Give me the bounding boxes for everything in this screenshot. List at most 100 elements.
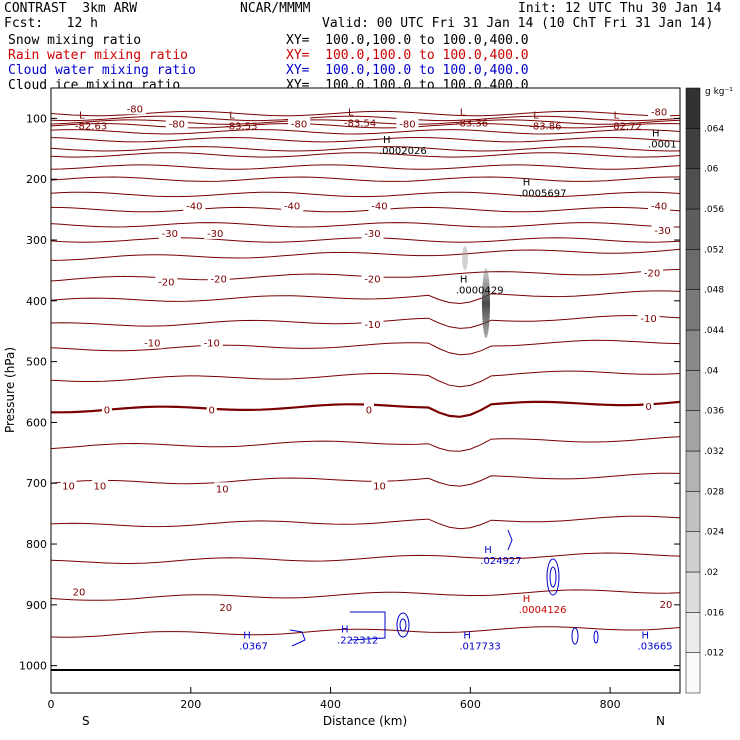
isotherm-line bbox=[50, 146, 681, 152]
cloud-water-contour bbox=[399, 618, 407, 632]
temperature-labels: -80 -80 -80 -80 -80 -40 -40 -40 -40 -30 -30 -30 -30 -… bbox=[60, 102, 675, 614]
colorbar-label: .056 bbox=[704, 205, 724, 215]
temperature-label-bg bbox=[363, 403, 374, 416]
isotherm-line bbox=[50, 191, 681, 198]
temperature-label-bg bbox=[651, 223, 674, 236]
colorbar-label: .016 bbox=[704, 608, 724, 618]
temperature-label: 0 bbox=[366, 405, 372, 416]
colorbar: .012 .016 .02 .024 .028 .032 .036 .04 .044 .048 .0… bbox=[685, 87, 724, 694]
extremum-value: .0367 bbox=[239, 641, 268, 652]
temperature-label-bg bbox=[396, 117, 419, 130]
endpoint-left: S bbox=[82, 714, 90, 728]
isotherm-line bbox=[50, 515, 681, 530]
temperature-label: -30 bbox=[654, 226, 670, 237]
extremum-mark: H bbox=[341, 624, 349, 635]
temperature-label-bg bbox=[200, 336, 223, 349]
temperature-label: 20 bbox=[73, 588, 86, 599]
extremum-mark: L bbox=[614, 110, 620, 121]
colorbar-label: .024 bbox=[704, 528, 724, 538]
extremum-value: -82.72 bbox=[610, 121, 642, 132]
extremum-value: .017733 bbox=[459, 641, 500, 652]
extremum-value: .222312 bbox=[337, 635, 378, 646]
temperature-label: -80 bbox=[127, 104, 143, 115]
y-tick-label: 400 bbox=[26, 295, 47, 308]
cloud-water-contours bbox=[289, 529, 599, 647]
isotherm-line bbox=[50, 248, 681, 261]
temperature-label-bg bbox=[361, 318, 384, 331]
temperature-label: 10 bbox=[216, 484, 229, 495]
temperature-label: -10 bbox=[144, 338, 160, 349]
colorbar-label: .052 bbox=[704, 245, 724, 255]
init-time: Init: 12 UTC Thu 30 Jan 14 bbox=[518, 1, 722, 16]
isotherm-line bbox=[50, 136, 681, 143]
temperature-label-bg bbox=[368, 199, 391, 212]
extremum-value: .0002026 bbox=[379, 146, 427, 157]
cloud-water-contour bbox=[546, 558, 560, 596]
temperature-label-bg bbox=[361, 272, 384, 285]
field-cloudwater-xy: XY= 100.0,100.0 to 100.0,400.0 bbox=[286, 63, 529, 78]
cloud-water-contour bbox=[549, 566, 557, 588]
x-tick-label: 0 bbox=[48, 698, 55, 711]
x-tick-label: 400 bbox=[320, 698, 341, 711]
y-axis-label: Pressure (hPa) bbox=[3, 347, 17, 433]
extremum-value: .0001 bbox=[648, 140, 677, 151]
temperature-label-bg bbox=[123, 102, 146, 115]
colorbar-label: .064 bbox=[704, 124, 724, 134]
temperature-label: -80 bbox=[651, 107, 667, 118]
colorbar-label: .048 bbox=[704, 286, 724, 296]
isotherm-line bbox=[50, 339, 681, 356]
extremum-value: -83.53 bbox=[225, 121, 257, 132]
temperature-label-bg bbox=[648, 105, 671, 118]
isotherm-line bbox=[50, 589, 681, 601]
isotherm-line bbox=[50, 552, 681, 565]
colorbar-label: .012 bbox=[704, 649, 724, 659]
snow-plume bbox=[482, 268, 490, 338]
temperature-label: 20 bbox=[660, 600, 673, 611]
isotherm-line bbox=[50, 164, 681, 170]
temperature-label-bg bbox=[165, 117, 188, 130]
y-tick-label: 1000 bbox=[19, 660, 47, 673]
temperature-label-bg bbox=[658, 597, 675, 610]
x-axis: 0 200 400 600 800 bbox=[48, 687, 621, 711]
temperature-label-bg bbox=[70, 585, 87, 598]
extremum-mark: L bbox=[348, 107, 354, 118]
extremum-mark: L bbox=[533, 110, 539, 121]
temperature-label: 20 bbox=[219, 603, 232, 614]
temperature-label: -40 bbox=[651, 202, 667, 213]
forecast-hour: Fcst: 12 h bbox=[4, 16, 98, 31]
extremum-mark: L bbox=[79, 110, 85, 121]
extremum-value: -83.36 bbox=[456, 118, 488, 129]
extremum-mark: H bbox=[642, 630, 650, 641]
temperature-label-bg bbox=[206, 403, 217, 416]
cloud-water-contour bbox=[396, 612, 410, 638]
endpoint-right: N bbox=[656, 714, 665, 728]
isotherm-line bbox=[50, 222, 681, 228]
isotherm-line bbox=[50, 122, 681, 129]
colorbar-segment bbox=[685, 410, 701, 452]
temperature-label-bg bbox=[207, 272, 230, 285]
temperature-label: -10 bbox=[364, 320, 380, 331]
isotherm-line bbox=[50, 626, 681, 638]
colorbar-segment bbox=[685, 329, 701, 371]
temperature-label-bg bbox=[158, 226, 181, 239]
cloud-water-contour bbox=[289, 629, 306, 647]
extremum-mark: H bbox=[523, 177, 531, 188]
colorbar-unit: g kg⁻¹ bbox=[705, 87, 733, 97]
isotherm-line bbox=[50, 129, 681, 135]
colorbar-segment bbox=[685, 87, 701, 129]
field-rain-label: Rain water mixing ratio bbox=[8, 48, 189, 63]
temperature-label: -80 bbox=[169, 119, 185, 130]
colorbar-segment bbox=[685, 249, 701, 290]
temperature-label: -30 bbox=[207, 229, 223, 240]
extremum-mark: H bbox=[523, 594, 531, 605]
valid-time: Valid: 00 UTC Fri 31 Jan 14 (10 ChT Fri … bbox=[322, 16, 714, 31]
temperature-label-bg bbox=[643, 400, 654, 413]
temperature-label-bg bbox=[641, 266, 664, 279]
isotherm-line bbox=[50, 119, 681, 125]
x-tick-label: 200 bbox=[180, 698, 201, 711]
extremum-mark: H bbox=[463, 630, 471, 641]
extremum-mark: H bbox=[460, 275, 468, 286]
temperature-label-bg bbox=[637, 312, 660, 325]
